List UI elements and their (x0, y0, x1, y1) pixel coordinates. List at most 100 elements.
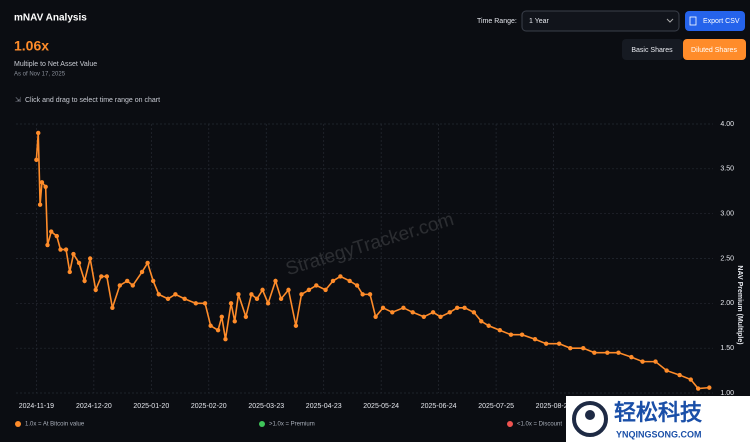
x-tick-label: 2025-05-24 (363, 403, 399, 410)
data-point (49, 229, 54, 234)
y-axis-label: NAV Premium (Multiple) (736, 265, 743, 344)
data-point (165, 296, 171, 302)
data-point (37, 202, 43, 207)
x-tick-label: 2025-03-23 (248, 403, 284, 410)
data-point (338, 274, 343, 279)
data-point (447, 310, 452, 315)
data-point (314, 283, 319, 288)
data-point (139, 269, 145, 275)
data-point (410, 310, 415, 315)
data-point (43, 184, 48, 189)
overlay-logo (572, 401, 608, 437)
data-point (208, 323, 213, 328)
x-tick-label: 2025-01-20 (133, 403, 169, 410)
data-point (215, 328, 221, 333)
overlay-brand: 轻松科技 (614, 400, 703, 425)
data-point (421, 314, 427, 319)
data-point (278, 296, 284, 302)
legend-text: 1.0x = At Bitcoin value (25, 422, 85, 428)
legend-dot (507, 421, 513, 427)
as-of: As of Nov 17, 2025 (14, 72, 66, 78)
legend-text: >1.0x = Premium (269, 422, 315, 428)
data-point (401, 305, 406, 311)
data-point (67, 269, 72, 275)
diluted-shares-button[interactable] (683, 39, 746, 60)
data-point (664, 368, 669, 373)
data-point (34, 157, 39, 163)
basic-shares-label: Basic Shares (631, 47, 673, 54)
data-point (471, 310, 477, 315)
data-point (45, 242, 50, 248)
data-point (581, 345, 586, 351)
x-tick-label: 2025-08-25 (536, 403, 572, 410)
data-point (462, 305, 467, 311)
title: mNAV Analysis (14, 13, 87, 24)
data-point (193, 301, 199, 306)
data-point (76, 260, 82, 266)
data-point (360, 292, 365, 297)
hint: Click and drag to select time range on c… (25, 97, 160, 104)
data-point (254, 296, 260, 302)
y-tick-label: 4.00 (720, 121, 734, 128)
hint-icon: ⇲ (15, 96, 21, 104)
data-point (223, 337, 228, 342)
data-point (479, 319, 484, 324)
data-point (454, 305, 460, 311)
data-point (110, 305, 115, 311)
data-point (306, 287, 312, 293)
x-tick-label: 2025-06-24 (421, 403, 457, 410)
data-point (87, 256, 93, 261)
x-tick-label: 2024-11-19 (19, 403, 54, 410)
data-point (273, 278, 278, 284)
data-point (236, 292, 241, 297)
time-range-select[interactable] (521, 10, 680, 32)
data-point (228, 301, 234, 306)
diluted-shares-label: Diluted Shares (691, 47, 737, 54)
data-point (532, 337, 538, 342)
data-point (36, 130, 41, 136)
data-point (592, 350, 597, 355)
data-point (145, 260, 150, 266)
data-point (104, 274, 110, 279)
data-point (265, 301, 271, 306)
export-button[interactable] (685, 11, 745, 31)
data-point (390, 310, 395, 315)
chevron (666, 18, 674, 23)
data-point (93, 287, 98, 293)
legend-dot (15, 421, 21, 427)
data-point (54, 233, 59, 239)
legend-dot (259, 421, 265, 427)
data-point (293, 323, 299, 328)
y-tick-label: 3.00 (720, 211, 734, 218)
data-point (640, 359, 645, 364)
export-label: Export CSV (703, 18, 740, 25)
data-point (438, 314, 443, 319)
data-point (347, 278, 352, 284)
data-point (380, 305, 386, 311)
data-point (508, 332, 514, 337)
data-point (486, 323, 491, 328)
data-point (243, 314, 249, 319)
data-point (556, 341, 562, 346)
data-point (568, 345, 573, 351)
y-tick-label: 3.50 (720, 166, 734, 173)
data-point (58, 247, 63, 252)
basic-shares-button[interactable] (622, 39, 683, 60)
data-point (286, 287, 291, 293)
data-point (82, 278, 87, 284)
data-point (63, 247, 69, 252)
data-point (182, 296, 187, 302)
y-tick-label: 1.50 (720, 345, 734, 352)
data-point (219, 314, 224, 319)
data-point (99, 274, 104, 279)
data-point (653, 359, 658, 364)
data-point (616, 350, 621, 355)
data-point (707, 385, 712, 390)
chart: 1.00 1.50 2.00 2.50 3.00 3.50 4.00 2024-11-19 20… (16, 121, 734, 410)
data-point (695, 386, 701, 391)
data-point (688, 377, 693, 382)
data-point (605, 350, 610, 355)
data-point (299, 292, 304, 297)
data-point (125, 278, 130, 284)
x-tick-label: 2025-04-23 (306, 403, 342, 410)
